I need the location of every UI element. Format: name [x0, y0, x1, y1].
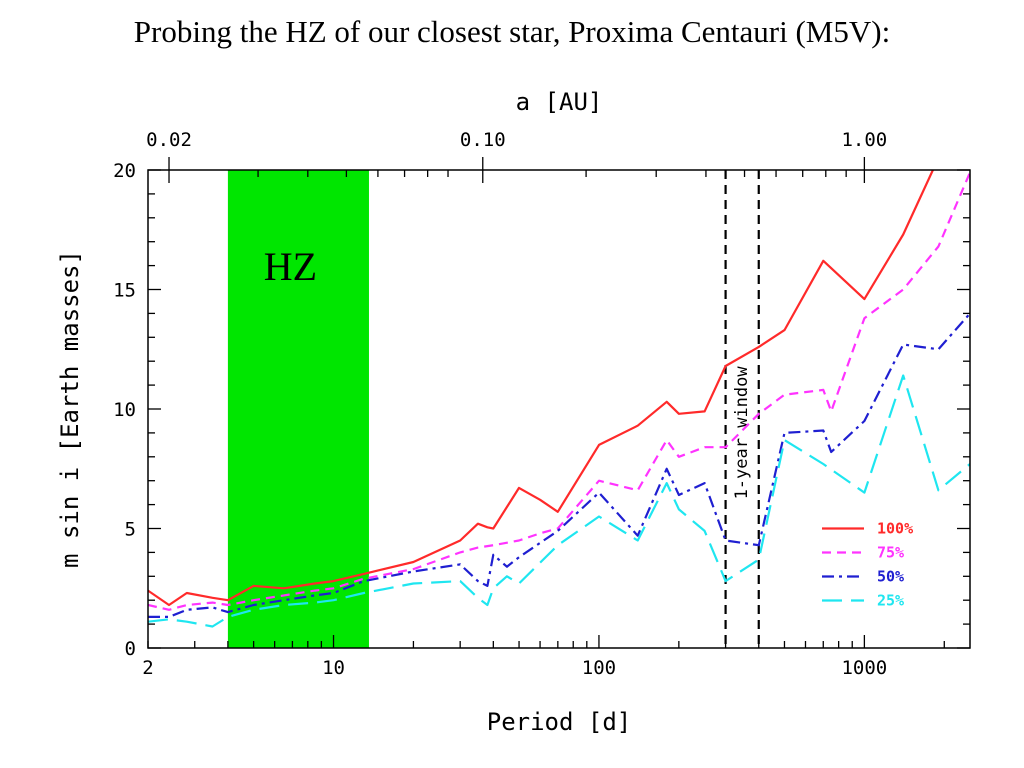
x-tick-label: 100 [582, 657, 616, 679]
chart-title: Probing the HZ of our closest star, Prox… [133, 14, 891, 49]
tick-layer: 0.02 0.10 1.00 2 10 100 1000 0 5 10 15 20 [113, 129, 970, 679]
y-tick-label: 5 [125, 519, 136, 541]
x-axis-label: Period [d] [487, 708, 632, 736]
series-line-50pct [148, 312, 970, 619]
top-tick-label: 1.00 [841, 129, 887, 151]
y-axis-label: m sin i [Earth masses] [56, 250, 84, 568]
series-line-75pct [148, 171, 970, 611]
y-tick-label: 10 [113, 399, 136, 421]
legend: 100% 75% 50% 25% [822, 520, 913, 610]
series-line-100pct [148, 170, 935, 607]
x-tick-label: 2 [142, 657, 153, 679]
top-tick-label: 0.02 [146, 129, 192, 151]
legend-label-75pct: 75% [877, 544, 904, 562]
x-tick-label: 10 [322, 657, 345, 679]
y-tick-label: 20 [113, 160, 136, 182]
window-layer: 1-year window [724, 170, 760, 648]
top-axis-label: a [AU] [516, 88, 603, 116]
y-tick-label: 15 [113, 280, 136, 302]
series-layer [148, 170, 970, 628]
legend-label-25pct: 25% [877, 592, 904, 610]
hz-label: HZ [264, 244, 317, 289]
hz-layer: HZ [227, 170, 369, 648]
legend-label-50pct: 50% [877, 568, 904, 586]
window-label: 1-year window [732, 366, 752, 500]
y-tick-label: 0 [125, 638, 136, 660]
top-tick-label: 0.10 [460, 129, 506, 151]
series-line-25pct [148, 374, 970, 628]
x-tick-label: 1000 [841, 657, 887, 679]
hz-band [227, 170, 369, 648]
label-layer: a [AU] Period [d] m sin i [Earth masses] [56, 88, 631, 736]
legend-label-100pct: 100% [877, 520, 913, 538]
